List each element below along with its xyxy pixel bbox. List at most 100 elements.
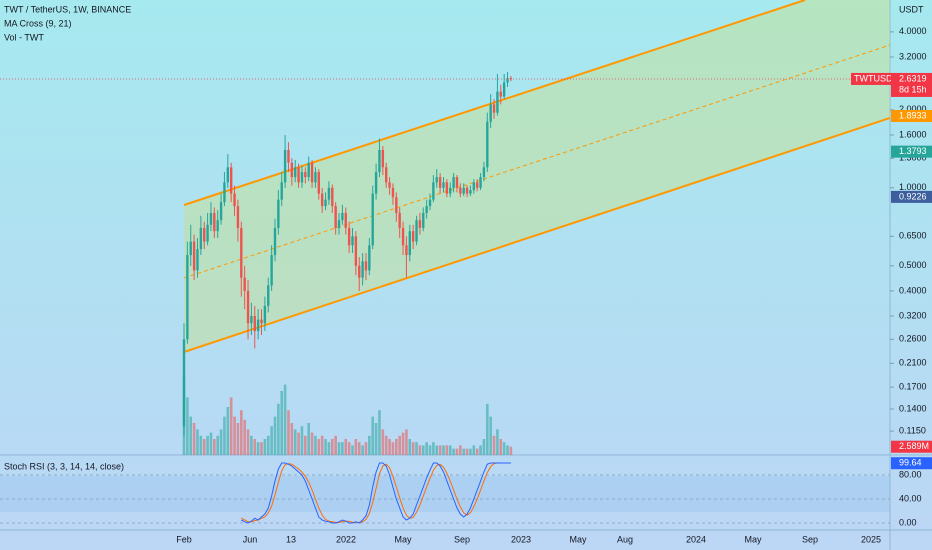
countdown: 8d 15h [899,84,927,94]
candle-body [358,265,361,278]
volume-bar [509,446,513,455]
volume-bar [391,442,395,455]
x-tick-label: Feb [176,534,192,544]
volume-bar [229,397,233,455]
candle-body [287,149,290,163]
x-tick-label: 2022 [336,534,356,544]
candle-body [469,190,472,194]
volume-tag [891,440,932,453]
candle-body [364,261,368,271]
volume-bar [209,432,213,455]
volume-bar [459,445,462,455]
candle-body [506,78,509,83]
candle-body [361,261,364,278]
candle-body [422,212,425,228]
stoch-title: Stoch RSI (3, 3, 14, 14, close) [4,461,124,471]
y-tick-label: 0.1400 [899,403,927,413]
volume-bar [344,439,348,455]
volume-bar [327,442,331,455]
volume-bar [253,439,257,455]
volume-bar [469,448,472,455]
volume-bar [277,403,280,455]
volume-bar [435,445,439,455]
volume-bar [405,429,408,455]
price-tag-value: 0.9226 [899,191,927,201]
volume-bar [475,448,479,455]
candle-body [475,182,479,188]
volume-bar [216,435,219,455]
candle-body [418,220,422,228]
volume-bar [374,423,378,455]
volume-bar [233,416,236,455]
indicator-label: MA Cross (9, 21) [4,18,72,28]
candle-body [395,197,398,213]
candle-body [283,149,287,183]
volume-bar [351,445,354,455]
candle-body [182,339,186,427]
x-tick-label: 2023 [511,534,531,544]
candle-body [438,177,442,188]
y-tick-label: 1.0000 [899,182,927,192]
volume-bar [226,407,230,455]
candle-body [233,193,236,207]
candle-body [354,236,358,266]
volume-bar [368,435,371,455]
candle-body [351,236,354,246]
volume-bar [492,435,496,455]
volume-bar [236,423,240,455]
candle-body [388,182,391,188]
volume-bar [287,410,290,455]
volume-bar [465,448,469,455]
volume-bar [219,429,223,455]
candle-body [331,187,334,207]
volume-bar [378,410,381,455]
volume-bar [317,439,321,455]
volume-bar [496,429,499,455]
volume-bar [196,429,199,455]
price-tag [891,72,932,97]
candle-body [327,187,331,200]
candle-body [401,227,405,246]
indicator-label: Vol - TWT [4,32,44,42]
volume-bar [266,435,270,455]
volume-bar [448,445,452,455]
candle-body [300,172,304,183]
y-tick-label: 0.5000 [899,260,927,270]
volume-bar [250,435,253,455]
candle-body [277,199,280,228]
candle-body [442,182,445,188]
volume-bar [384,435,388,455]
candle-body [199,227,203,250]
x-tick-label: Jun [243,534,258,544]
candle-body [432,182,435,200]
candle-body [385,167,388,183]
y-tick-label: 1.6000 [899,129,927,139]
candle-body [294,167,297,178]
price-tag-value: 2.6319 [899,73,927,83]
candle-body [415,220,418,242]
volume-bar [364,442,368,455]
volume-bar [270,426,273,455]
candle-body [192,241,196,271]
volume-bar [273,416,277,455]
volume-bar [499,439,503,455]
volume-bar [472,445,476,455]
candle-body [499,91,502,97]
volume-bar [371,416,375,455]
y-tick-label: 0.4000 [899,285,927,295]
candle-body [226,167,230,183]
y-tick-label: 4.0000 [899,26,927,36]
candle-body [250,315,253,324]
candle-body [482,167,486,178]
candle-body [253,315,256,332]
volume-bar [462,448,466,455]
volume-bar [357,442,361,455]
candle-body [260,319,263,324]
candle-body [320,193,324,207]
volume-bar [260,442,263,455]
candle-body [263,305,267,324]
volume-bar [438,445,442,455]
candle-body [489,104,492,122]
volume-bar [213,439,216,455]
candle-body [297,167,300,183]
